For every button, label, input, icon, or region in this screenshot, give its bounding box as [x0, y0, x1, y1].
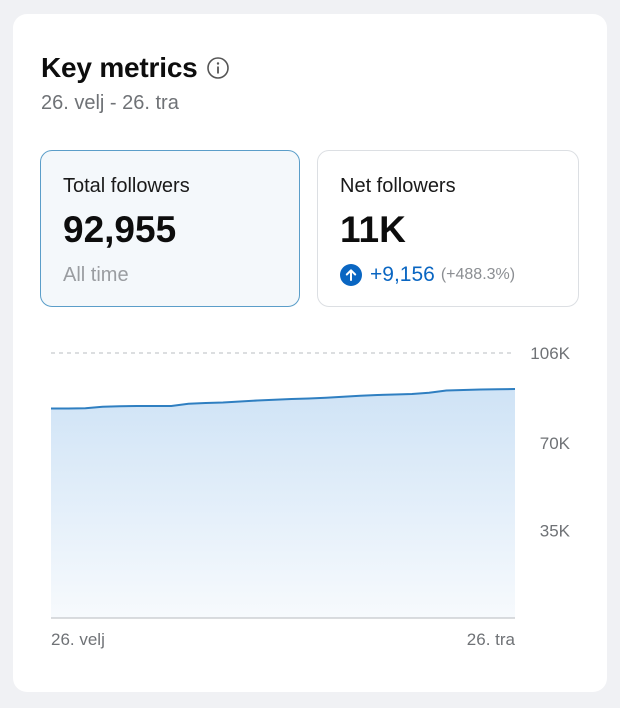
metric-label: Net followers: [340, 175, 456, 197]
y-tick-label: 35K: [540, 522, 571, 541]
metric-value: 11K: [340, 209, 406, 250]
x-tick-label: 26. velj: [51, 630, 105, 649]
y-tick-label: 106K: [530, 344, 570, 363]
metric-change: +9,156 (+488.3%): [340, 263, 515, 287]
delta-percent: (+488.3%): [440, 266, 516, 283]
metric-card-total-followers[interactable]: Total followers 92,955 All time: [40, 150, 300, 307]
date-range: 26. velj - 26. tra: [41, 92, 179, 114]
followers-chart: 106K 70K 35K 26. velj 26. tra: [51, 344, 571, 649]
metric-label: Total followers: [63, 175, 190, 197]
y-tick-label: 70K: [540, 434, 571, 453]
page-title: Key metrics: [41, 52, 198, 83]
title-row: Key metrics: [41, 52, 230, 84]
metric-footnote: All time: [63, 264, 129, 286]
info-icon[interactable]: [206, 56, 230, 80]
metric-card-net-followers[interactable]: Net followers 11K +9,156 (+488.3%): [317, 150, 579, 307]
series-line: [51, 388, 516, 410]
delta-value: +9,156: [370, 263, 435, 286]
series-area: [51, 389, 515, 618]
metric-value: 92,955: [63, 209, 177, 250]
x-tick-label: 26. tra: [467, 630, 516, 649]
arrow-up-circle-icon: [340, 264, 362, 286]
